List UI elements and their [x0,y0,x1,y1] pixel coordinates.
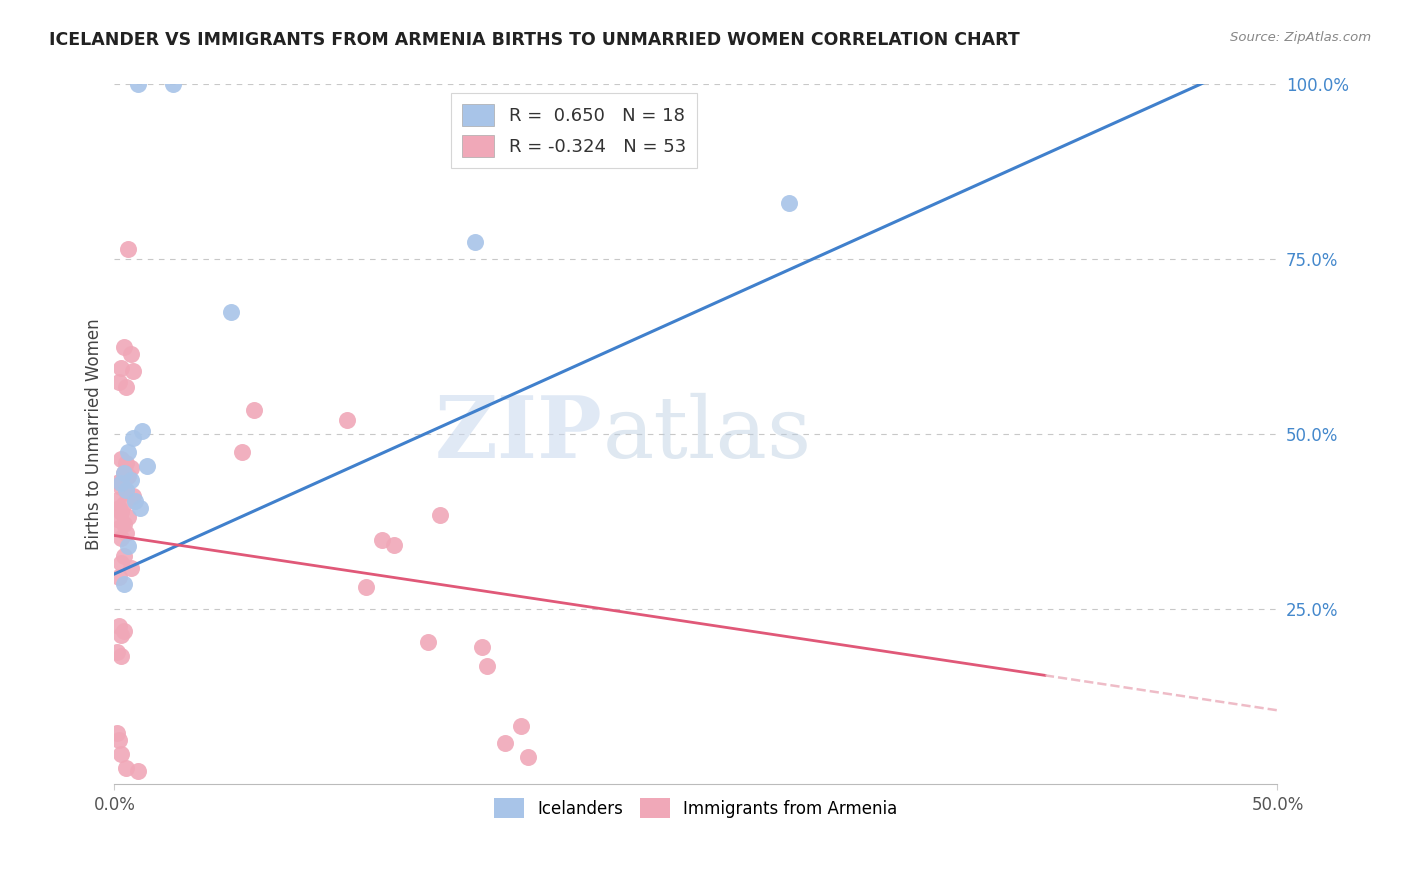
Legend: Icelanders, Immigrants from Armenia: Icelanders, Immigrants from Armenia [488,792,904,824]
Point [127,764,149,779]
Point [110,451,132,466]
Point [115,457,138,471]
Point [120,460,142,475]
Point [108,570,131,584]
Point [110,747,132,762]
Point [382,538,405,552]
Point [112,516,135,531]
Point [120,346,142,360]
Point [112,466,135,480]
Point [471,640,494,655]
Point [371,533,394,548]
Point [117,469,139,483]
Point [110,479,132,493]
Point [429,508,451,522]
Point [115,526,138,541]
Point [117,242,139,256]
Point [510,719,533,733]
Point [117,444,139,458]
Point [105,492,128,507]
Point [112,340,135,354]
Point [494,736,516,750]
Point [231,444,253,458]
Point [105,726,128,740]
Point [110,476,132,491]
Point [129,500,152,515]
Point [108,501,131,516]
Point [110,628,132,642]
Point [517,750,540,764]
Text: Source: ZipAtlas.com: Source: ZipAtlas.com [1230,31,1371,45]
Point [105,645,128,659]
Point [115,379,138,393]
Point [117,509,139,524]
Point [475,659,498,673]
Point [120,473,142,487]
Point [108,619,131,633]
Point [108,521,131,535]
Point [112,624,135,639]
Point [115,483,138,497]
Point [162,78,184,92]
Point [112,466,135,480]
Point [110,557,132,571]
Point [108,375,131,389]
Point [131,424,153,438]
Point [122,431,145,445]
Point [243,402,266,417]
Point [112,549,135,564]
Point [778,196,800,211]
Point [105,512,128,526]
Point [110,505,132,519]
Point [127,78,149,92]
Point [108,475,131,489]
Point [219,304,242,318]
Point [120,561,142,575]
Point [122,489,145,503]
Point [110,531,132,545]
Point [136,458,159,473]
Point [418,635,440,649]
Point [124,493,146,508]
Point [110,360,132,375]
Point [464,235,486,249]
Point [336,413,359,427]
Text: ICELANDER VS IMMIGRANTS FROM ARMENIA BIRTHS TO UNMARRIED WOMEN CORRELATION CHART: ICELANDER VS IMMIGRANTS FROM ARMENIA BIR… [49,31,1019,49]
Point [115,484,138,499]
Point [110,649,132,664]
Point [108,733,131,747]
Point [354,580,377,594]
Point [112,577,135,591]
Text: atlas: atlas [603,392,813,475]
Text: ZIP: ZIP [434,392,603,476]
Point [117,539,139,553]
Point [115,761,138,775]
Point [112,497,135,511]
Point [122,364,145,378]
Y-axis label: Births to Unmarried Women: Births to Unmarried Women [86,318,103,549]
